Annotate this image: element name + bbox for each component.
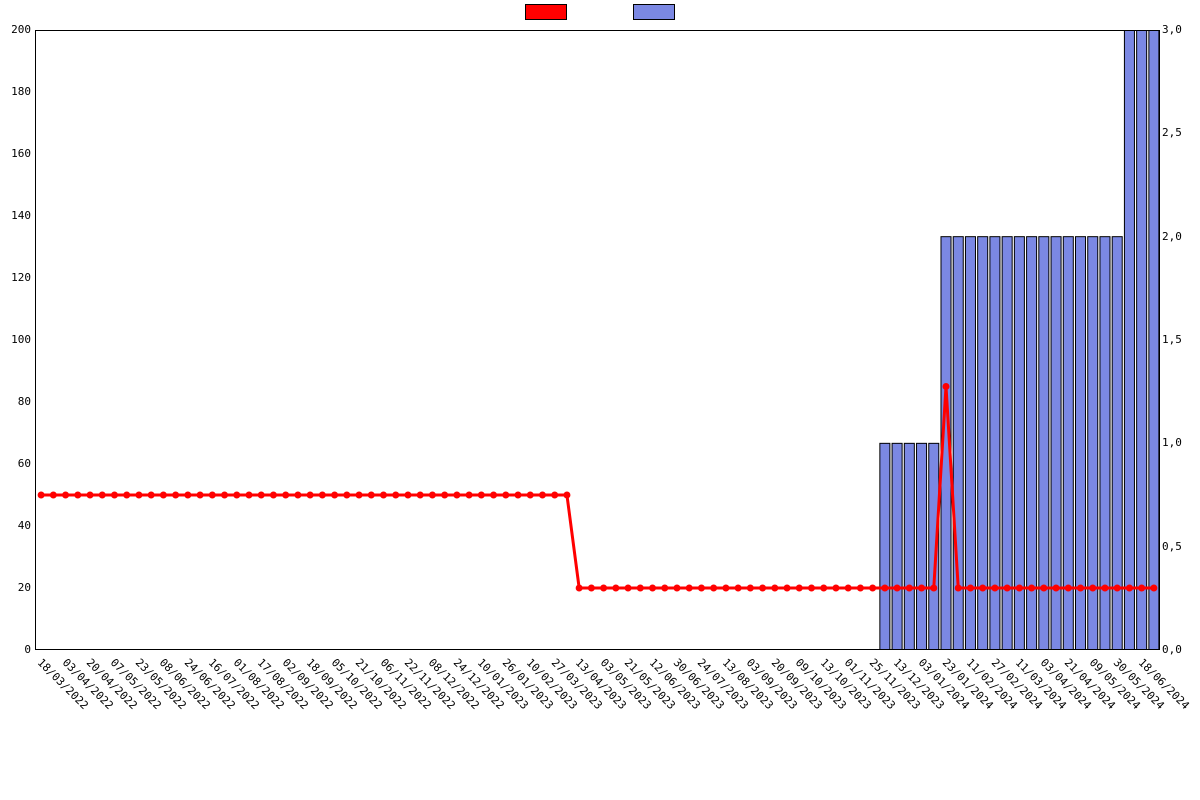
legend-swatch-bar	[633, 4, 675, 20]
chart-svg	[35, 30, 1160, 650]
y-left-tick: 100	[5, 334, 31, 345]
y-right-tick: 2,0	[1162, 231, 1188, 242]
y-left-tick: 160	[5, 148, 31, 159]
y-left-tick: 0	[5, 644, 31, 655]
y-left-tick: 180	[5, 86, 31, 97]
chart-plot-area: 020406080100120140160180200 0,00,51,01,5…	[35, 30, 1160, 650]
y-right-tick: 1,0	[1162, 437, 1188, 448]
y-right-tick: 2,5	[1162, 127, 1188, 138]
y-left-tick: 40	[5, 520, 31, 531]
y-right-tick: 1,5	[1162, 334, 1188, 345]
legend-swatch-line	[525, 4, 567, 20]
y-right-tick: 0,0	[1162, 644, 1188, 655]
y-left-tick: 80	[5, 396, 31, 407]
y-left-tick: 60	[5, 458, 31, 469]
y-left-tick: 120	[5, 272, 31, 283]
y-left-tick: 200	[5, 24, 31, 35]
y-right-tick: 3,0	[1162, 24, 1188, 35]
y-right-tick: 0,5	[1162, 541, 1188, 552]
y-left-tick: 20	[5, 582, 31, 593]
y-left-tick: 140	[5, 210, 31, 221]
chart-legend	[0, 4, 1200, 20]
